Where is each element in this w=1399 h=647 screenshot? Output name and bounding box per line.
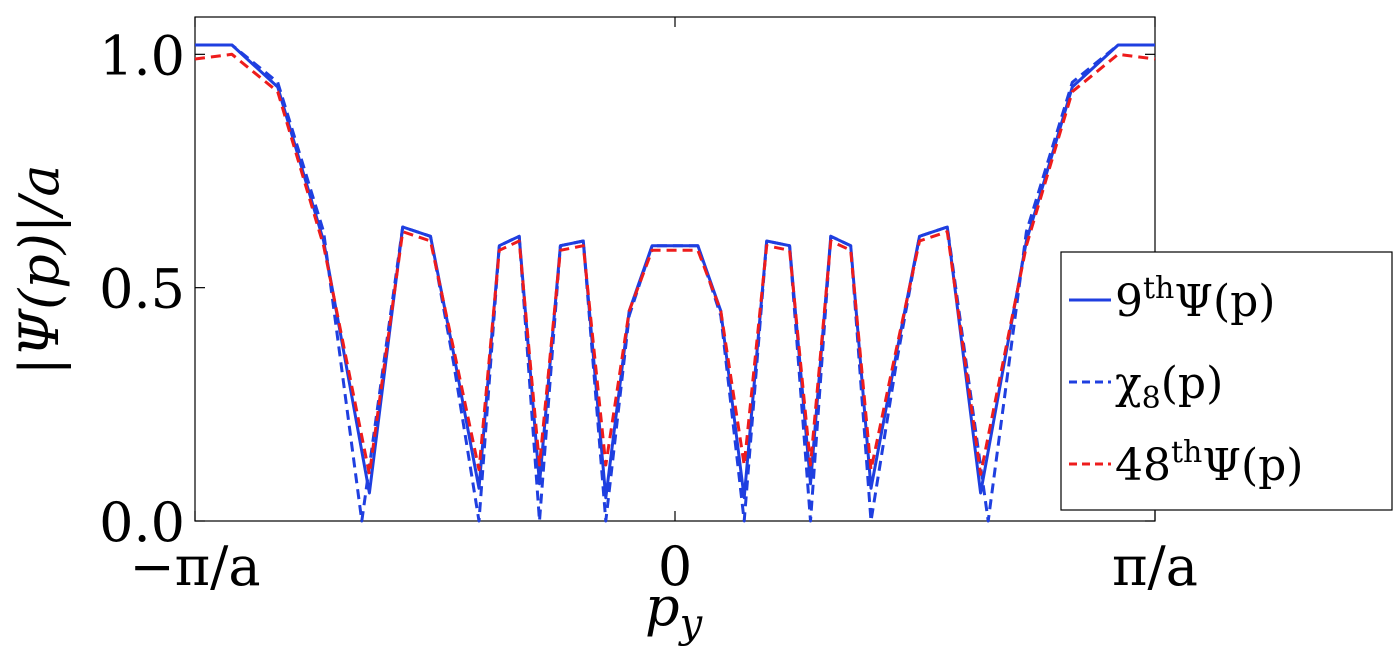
- x-tick-label: −π/a: [129, 535, 260, 598]
- series-line-2: [195, 43, 1155, 523]
- x-axis-label: py: [645, 575, 704, 647]
- legend-label: 9thΨ(p): [1115, 271, 1275, 327]
- plot-frame: [194, 16, 1156, 522]
- legend: 9thΨ(p) χ8(p) 48thΨ(p): [1060, 251, 1393, 511]
- series-line-3: [194, 52, 1156, 476]
- legend-box: [1060, 251, 1393, 511]
- legend-label: χ8(p): [1115, 358, 1223, 416]
- ticks-layer: −π/a 0 π/a 0.0 0.5 1.0: [99, 17, 1198, 598]
- y-tick-label: 1.0: [99, 24, 185, 87]
- y-axis-label: |Ψ(p)|/a: [8, 165, 71, 376]
- x-tick-label: 0: [658, 535, 692, 598]
- y-tick-label: 0.5: [99, 258, 185, 321]
- x-tick-label: π/a: [1112, 535, 1198, 598]
- y-tick-label: 0.0: [99, 491, 185, 554]
- series-line-1: [195, 43, 1155, 500]
- plot-area: [194, 16, 1156, 522]
- series-layer: [194, 43, 1156, 523]
- x-axis-label-sub: y: [678, 601, 704, 647]
- x-axis-label-main: p: [645, 575, 680, 638]
- legend-label: 48thΨ(p): [1115, 435, 1303, 491]
